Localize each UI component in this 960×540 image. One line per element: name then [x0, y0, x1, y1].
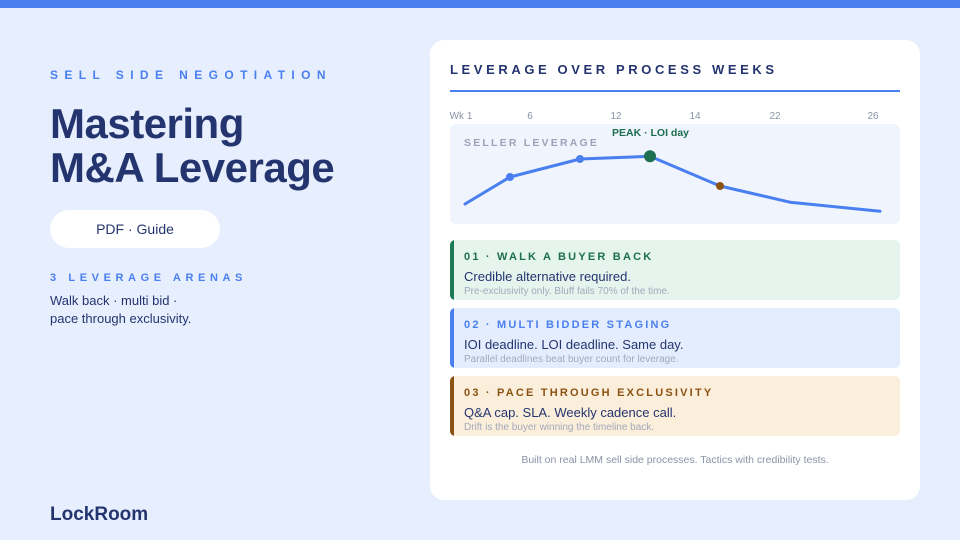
title-line-1: Mastering [50, 100, 244, 147]
arenas-description: Walk back · multi bid · pace through exc… [50, 292, 250, 328]
tactic-summary: Credible alternative required. [464, 269, 631, 284]
tactic-accent-bar [450, 376, 454, 436]
x-tick-12: 12 [610, 111, 622, 122]
y-axis-label: SELLER LEVERAGE [464, 137, 600, 149]
tactic-note: Drift is the buyer winning the timeline … [464, 422, 655, 433]
x-tick-6: 6 [527, 111, 533, 122]
x-tick-26: 26 [867, 111, 879, 122]
x-tick-wk1: Wk 1 [449, 111, 473, 122]
tactic-summary: IOI deadline. LOI deadline. Same day. [464, 337, 684, 352]
series-line [463, 154, 882, 213]
x-tick-22: 22 [769, 111, 781, 122]
page-title: Mastering M&A Leverage [50, 100, 335, 191]
tactic-heading: 01 · WALK A BUYER BACK [464, 251, 654, 263]
tactic-walk-back[interactable]: 01 · WALK A BUYER BACK Credible alternat… [450, 240, 900, 300]
tactic-summary: Q&A cap. SLA. Weekly cadence call. [464, 405, 677, 420]
brand-logo: LockRoom [50, 504, 149, 525]
leverage-card: LEVERAGE OVER PROCESS WEEKS Wk 1 6 12 14… [430, 40, 920, 500]
eyebrow-label: SELL SIDE NEGOTIATION [50, 68, 332, 82]
arenas-line-2: pace through exclusivity. [50, 311, 192, 326]
point-week-6 [506, 173, 514, 181]
footnote: Built on real LMM sell side processes. T… [521, 454, 829, 466]
arenas-line-1: Walk back · multi bid · [50, 293, 178, 308]
chart-title: LEVERAGE OVER PROCESS WEEKS [450, 62, 778, 77]
tactic-pace-exclusivity[interactable]: 03 · PACE THROUGH EXCLUSIVITY Q&A cap. S… [450, 376, 900, 436]
tactic-multi-bidder[interactable]: 02 · MULTI BIDDER STAGING IOI deadline. … [450, 308, 900, 368]
x-tick-14: 14 [689, 111, 701, 122]
title-line-2: M&A Leverage [50, 144, 335, 191]
tactic-note: Parallel deadlines beat buyer count for … [464, 354, 679, 365]
leverage-line-chart [463, 150, 882, 213]
tactic-heading: 02 · MULTI BIDDER STAGING [464, 319, 672, 331]
point-decline [716, 182, 724, 190]
tactic-accent-bar [450, 308, 454, 368]
point-peak-loi [644, 150, 656, 163]
tactic-heading: 03 · PACE THROUGH EXCLUSIVITY [464, 387, 714, 399]
top-accent-bar [0, 0, 960, 8]
format-pill[interactable]: PDF · Guide [50, 210, 220, 248]
peak-annotation: PEAK · LOI day [612, 127, 690, 139]
arenas-label: 3 LEVERAGE ARENAS [50, 272, 247, 284]
point-week-12 [576, 155, 584, 163]
tactic-note: Pre-exclusivity only. Bluff fails 70% of… [464, 286, 670, 297]
title-divider [450, 90, 900, 92]
tactic-accent-bar [450, 240, 454, 300]
